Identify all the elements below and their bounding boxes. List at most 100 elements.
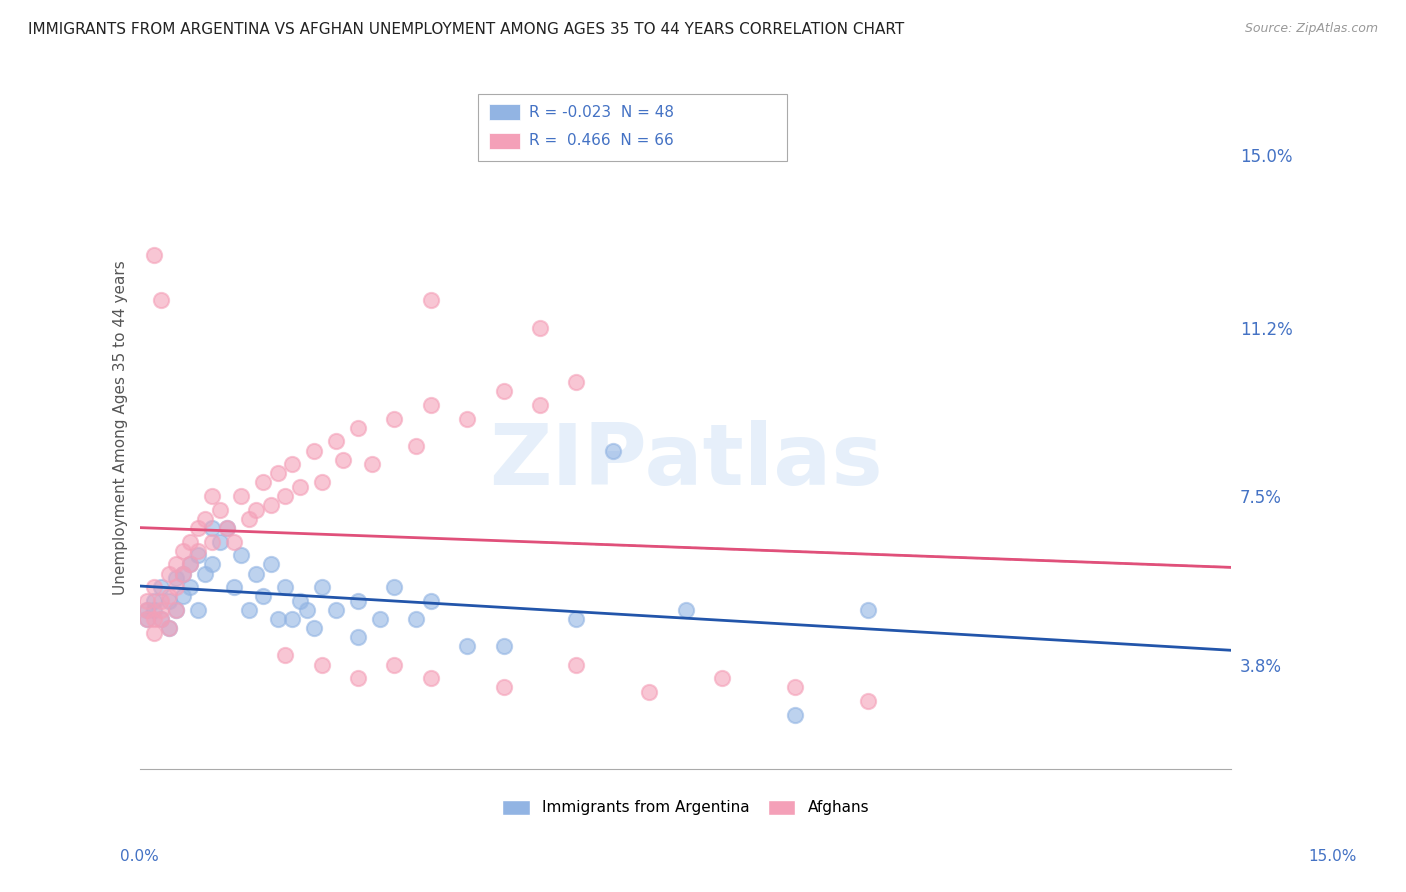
Point [157,594,180,608]
Point [456,411,478,425]
Point [135,612,157,626]
Point [361,457,384,471]
Point [165,580,187,594]
Point [259,558,281,572]
Point [710,671,733,685]
Text: IMMIGRANTS FROM ARGENTINA VS AFGHAN UNEMPLOYMENT AMONG AGES 35 TO 44 YEARS CORRE: IMMIGRANTS FROM ARGENTINA VS AFGHAN UNEM… [28,22,904,37]
Point [179,558,201,572]
Point [143,625,166,640]
Point [419,398,441,412]
Point [259,498,281,512]
Point [529,320,551,334]
Point [187,543,209,558]
Point [143,580,166,594]
Point [150,612,173,626]
Point [172,543,194,558]
Point [267,612,290,626]
Point [332,452,354,467]
Point [856,694,879,708]
Point [224,534,246,549]
Legend: Immigrants from Argentina, Afghans: Immigrants from Argentina, Afghans [495,792,877,823]
Point [165,571,187,585]
Point [274,489,297,503]
Point [252,475,274,490]
Point [194,566,217,581]
Point [281,457,304,471]
Point [157,566,180,581]
Point [405,612,427,626]
Point [231,549,253,563]
Point [143,603,166,617]
Text: Source: ZipAtlas.com: Source: ZipAtlas.com [1244,22,1378,36]
Point [274,648,297,663]
Point [267,467,290,481]
Point [382,580,405,594]
Point [492,384,515,399]
Point [783,681,806,695]
Point [150,580,173,594]
Point [150,594,173,608]
Point [274,580,297,594]
Point [157,589,180,603]
Point [172,566,194,581]
Point [135,594,157,608]
Point [304,621,326,635]
Point [201,558,224,572]
Text: R = -0.023  N = 48: R = -0.023 N = 48 [529,105,673,120]
Point [165,603,187,617]
Point [135,603,157,617]
Point [456,640,478,654]
Point [179,580,201,594]
Point [187,549,209,563]
Point [252,589,274,603]
Point [347,630,370,644]
Point [238,603,260,617]
Point [347,594,370,608]
Point [347,671,370,685]
Point [143,612,166,626]
Point [194,512,217,526]
Point [565,376,588,390]
Point [150,612,173,626]
Point [238,512,260,526]
Point [419,293,441,308]
Text: 15.0%: 15.0% [1309,849,1357,863]
Point [201,521,224,535]
Point [638,685,661,699]
Point [368,612,391,626]
Point [201,534,224,549]
Text: R =  0.466  N = 66: R = 0.466 N = 66 [529,134,673,148]
Point [150,603,173,617]
Point [208,503,231,517]
Point [419,594,441,608]
Point [179,534,201,549]
Text: 0.0%: 0.0% [120,849,159,863]
Point [201,489,224,503]
Point [165,603,187,617]
Point [208,534,231,549]
Point [288,480,311,494]
Point [325,603,347,617]
Point [856,603,879,617]
Point [304,443,326,458]
Point [165,558,187,572]
Point [143,248,166,262]
Point [135,612,157,626]
Point [179,558,201,572]
Point [783,707,806,722]
Point [215,521,238,535]
Point [675,603,697,617]
Point [347,421,370,435]
Point [311,657,333,672]
Point [382,411,405,425]
Point [492,640,515,654]
Point [281,612,304,626]
Point [602,443,624,458]
Point [325,434,347,449]
Point [529,398,551,412]
Point [231,489,253,503]
Y-axis label: Unemployment Among Ages 35 to 44 years: Unemployment Among Ages 35 to 44 years [114,260,128,595]
Point [492,681,515,695]
Point [172,589,194,603]
Point [245,503,267,517]
